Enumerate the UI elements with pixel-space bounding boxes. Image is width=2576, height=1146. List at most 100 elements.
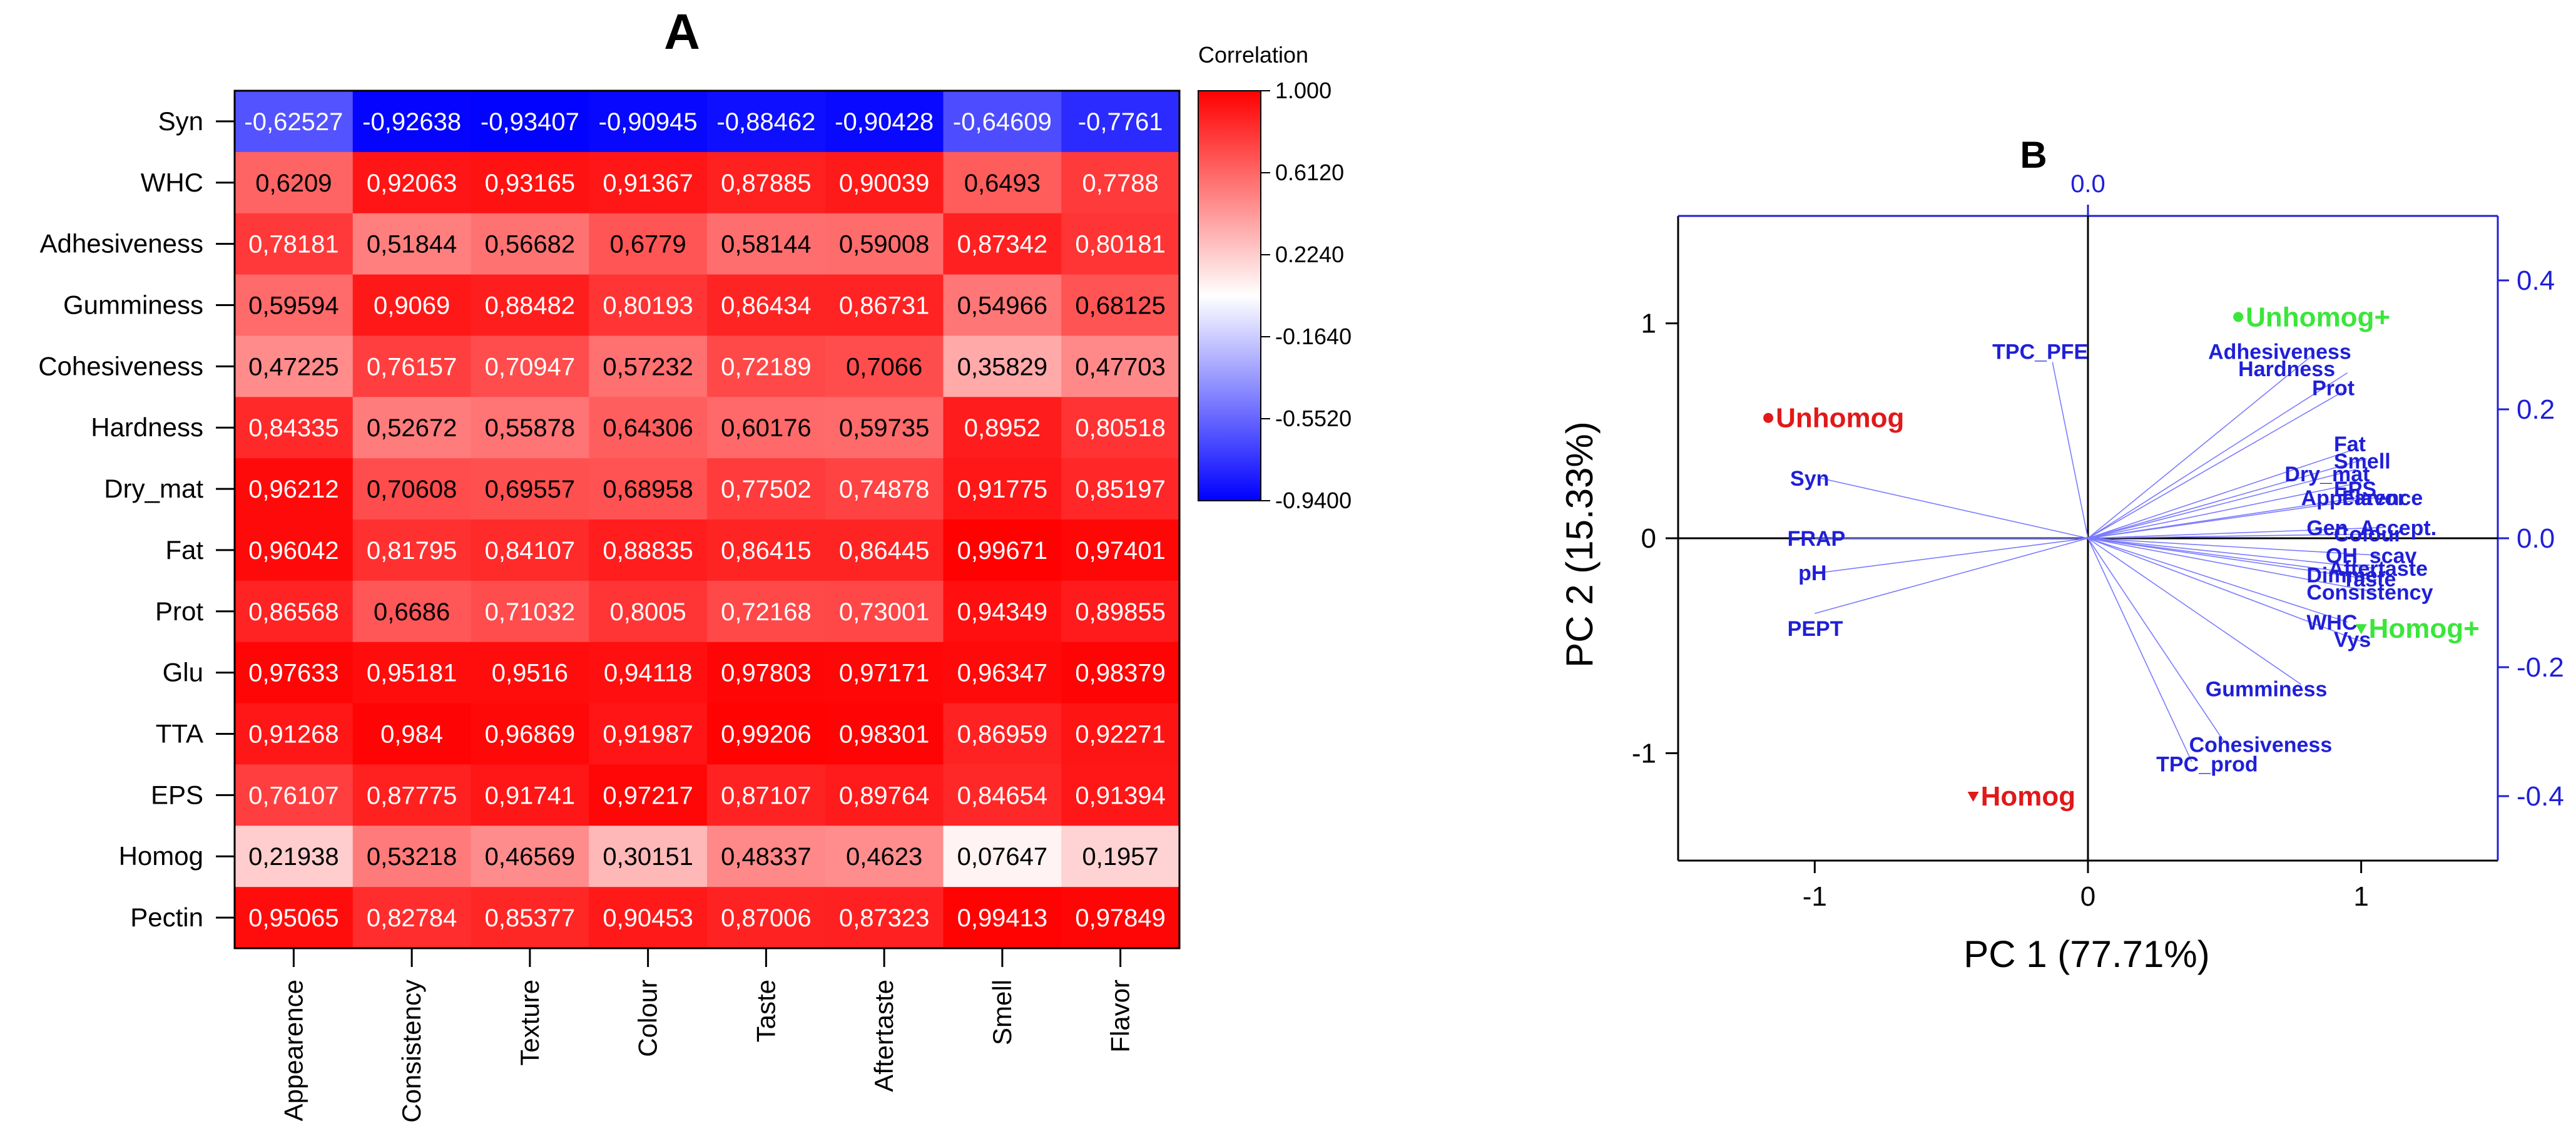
heatmap-cell-label: 0,87885	[721, 170, 812, 197]
loading-vector	[2087, 538, 2381, 556]
heatmap-cell	[235, 703, 354, 765]
pca-right-tick-label: -0.4	[2517, 781, 2564, 812]
heatmap-cell	[471, 826, 589, 888]
heatmap-cell-label: 0,56682	[485, 231, 576, 258]
heatmap-cell-label: 0,86415	[721, 537, 812, 565]
heatmap-cell	[589, 335, 708, 397]
heatmap-cell	[1061, 213, 1180, 275]
loading-vector	[1820, 538, 2089, 573]
loading-vector	[2087, 372, 2348, 539]
heatmap-cell	[1061, 397, 1180, 459]
heatmap-cell-label: 0,81795	[367, 537, 457, 565]
heatmap-cell	[589, 274, 708, 336]
heatmap-cell	[471, 274, 589, 336]
heatmap-cell	[825, 274, 944, 336]
loading-label: OH_scav	[2326, 544, 2417, 568]
heatmap-cell	[235, 274, 354, 336]
heatmap-cell	[471, 703, 589, 765]
heatmap-cell-label: 0,90039	[839, 170, 930, 197]
heatmap-cell-label: 0,74878	[839, 476, 930, 503]
heatmap-cell	[943, 91, 1062, 153]
pca-x-tick-label: -1	[1803, 881, 1827, 912]
heatmap-cell	[825, 826, 944, 888]
loading-label: Gumminess	[2206, 677, 2328, 701]
heatmap-cell-label: 0,94118	[604, 660, 693, 687]
heatmap-cell	[352, 458, 471, 520]
heatmap-cell	[825, 703, 944, 765]
pca-top-tick-label: 0.0	[2070, 170, 2105, 198]
heatmap-cell-label: 0,51844	[367, 231, 457, 258]
heatmap-cell-label: 0,84107	[485, 537, 576, 565]
loading-vector	[2087, 538, 2370, 580]
heatmap-cell	[825, 458, 944, 520]
heatmap-cell-label: 0,92271	[1075, 720, 1166, 748]
heatmap-cell-label: 0,984	[380, 720, 443, 748]
heatmap-cell	[235, 91, 354, 153]
heatmap-cell-label: 0,60176	[721, 414, 812, 442]
heatmap-cell-label: 0,90453	[603, 904, 693, 932]
pca-y-tick-label: 0	[1641, 523, 1656, 554]
row-label: WHC	[141, 168, 203, 197]
heatmap-cell-label: 0,6209	[255, 170, 332, 197]
heatmap-cell	[235, 151, 354, 214]
heatmap-cell	[943, 703, 1062, 765]
loading-vector	[2087, 458, 2367, 539]
row-label: Fat	[165, 535, 203, 565]
heatmap-cell	[471, 213, 589, 275]
heatmap-cell-label: 0,72168	[721, 598, 812, 626]
loading-label: Hardness	[2238, 357, 2335, 381]
heatmap-cell	[1061, 826, 1180, 888]
heatmap-cell	[707, 213, 826, 275]
heatmap-cell	[943, 335, 1062, 397]
loading-label: Syn	[1790, 467, 1829, 491]
heatmap-cell-label: 0,80181	[1075, 231, 1166, 258]
heatmap-cell	[352, 91, 471, 153]
colorbar-tick-label: -0.5520	[1275, 406, 1352, 431]
colorbar-gradient	[1198, 90, 1261, 501]
pca-right-tick-label: 0.0	[2517, 523, 2555, 554]
heatmap-cell	[352, 335, 471, 397]
heatmap-cell	[943, 274, 1062, 336]
heatmap-cell-label: 0,48337	[721, 843, 812, 871]
heatmap-cell	[943, 764, 1062, 826]
heatmap-cell-label: 0,55878	[485, 414, 576, 442]
row-label: Glu	[163, 658, 203, 687]
heatmap-cell-label: 0,57232	[603, 353, 693, 381]
heatmap-cell	[589, 642, 708, 704]
heatmap-cell	[352, 519, 471, 581]
loading-label: Fat	[2334, 432, 2366, 456]
loading-vector	[2087, 527, 2383, 539]
loading-label: Colour	[2334, 523, 2403, 546]
colorbar-tick-label: -0.1640	[1275, 324, 1352, 349]
loading-vector	[2087, 469, 2356, 539]
heatmap-cells	[233, 90, 1181, 949]
pca-axis-ticks: -1 0 1 -1 0 1 0.0 0.4 0.2 0.0 -0.2 -0.4	[1632, 170, 2564, 912]
loading-label: Appearence	[2301, 486, 2423, 510]
loading-label: pH	[1798, 561, 1826, 585]
heatmap-cell	[589, 580, 708, 643]
heatmap-cell-label: 0,99413	[957, 904, 1048, 932]
heatmap-cell-label: 0,59008	[839, 231, 930, 258]
heatmap-cell-label: 0,96212	[248, 476, 339, 503]
heatmap-cell	[707, 151, 826, 214]
heatmap-cell	[707, 397, 826, 459]
heatmap-cell-label: -0,88462	[716, 108, 815, 136]
loading-label: Consistency	[2306, 581, 2433, 605]
heatmap-cell-label: 0,91268	[248, 720, 339, 748]
heatmap-cell-label: 0,68125	[1075, 292, 1166, 319]
heatmap-cell-label: 0,89855	[1075, 598, 1166, 626]
pca-biplot-panel: B TPC_PFE Syn FRAP pH PEPT AdhesivenessHardne…	[1559, 134, 2564, 975]
heatmap-cell	[471, 580, 589, 643]
heatmap-cell-label: 0,91775	[957, 476, 1048, 503]
loading-vector	[2087, 538, 2361, 642]
heatmap-cell-label: 0,70947	[485, 353, 576, 381]
heatmap-cell-label: 0,92063	[367, 170, 457, 197]
pca-y-tick-label: 1	[1641, 309, 1656, 339]
heatmap-cell-label: 0,91367	[603, 170, 693, 197]
loading-label: Vys	[2334, 628, 2371, 652]
heatmap-cell	[1061, 91, 1180, 153]
heatmap-cell	[943, 642, 1062, 704]
heatmap-cell	[352, 764, 471, 826]
heatmap-cell	[235, 764, 354, 826]
loading-vector	[1820, 478, 2089, 539]
